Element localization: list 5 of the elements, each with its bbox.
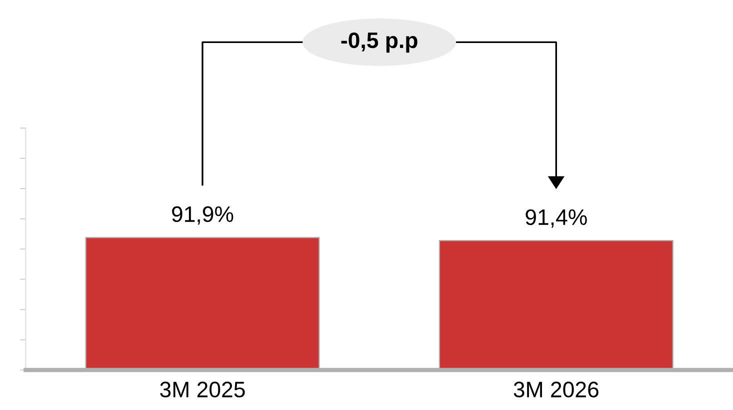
x-tick-label: 3M 2026	[514, 382, 598, 398]
x-tick-label: 3M 2025	[160, 382, 245, 398]
data-label: 91,9%	[172, 206, 234, 225]
data-label: 91,4%	[526, 209, 587, 228]
text: -0,5 p.p	[341, 32, 418, 53]
